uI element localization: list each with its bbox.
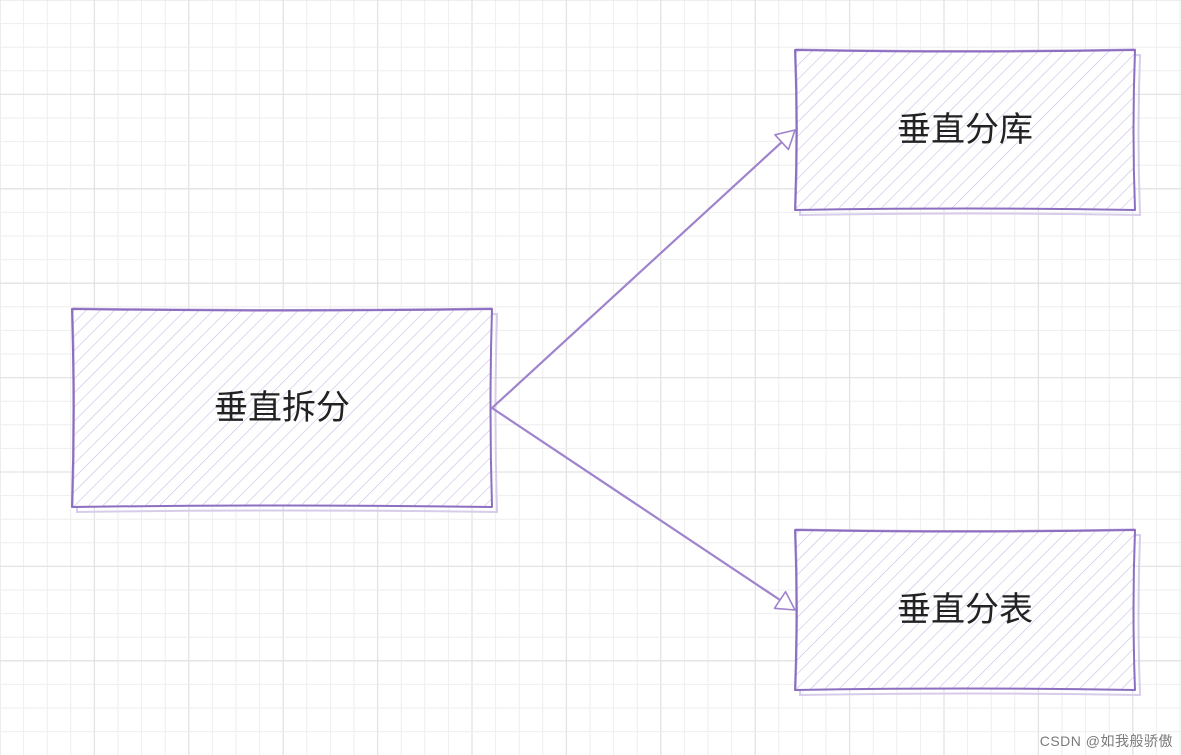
node-label-root: 垂直拆分 bbox=[214, 389, 350, 427]
diagram-svg: 垂直拆分 垂直分库垂直分表 bbox=[0, 0, 1181, 755]
node-label-child1: 垂直分库 bbox=[897, 111, 1033, 149]
diagram-canvas: 垂直拆分 垂直分库垂直分表 CSDN @如我般骄傲 bbox=[0, 0, 1181, 755]
node-label-child2: 垂直分表 bbox=[897, 591, 1033, 629]
watermark-text: CSDN @如我般骄傲 bbox=[1040, 731, 1173, 751]
